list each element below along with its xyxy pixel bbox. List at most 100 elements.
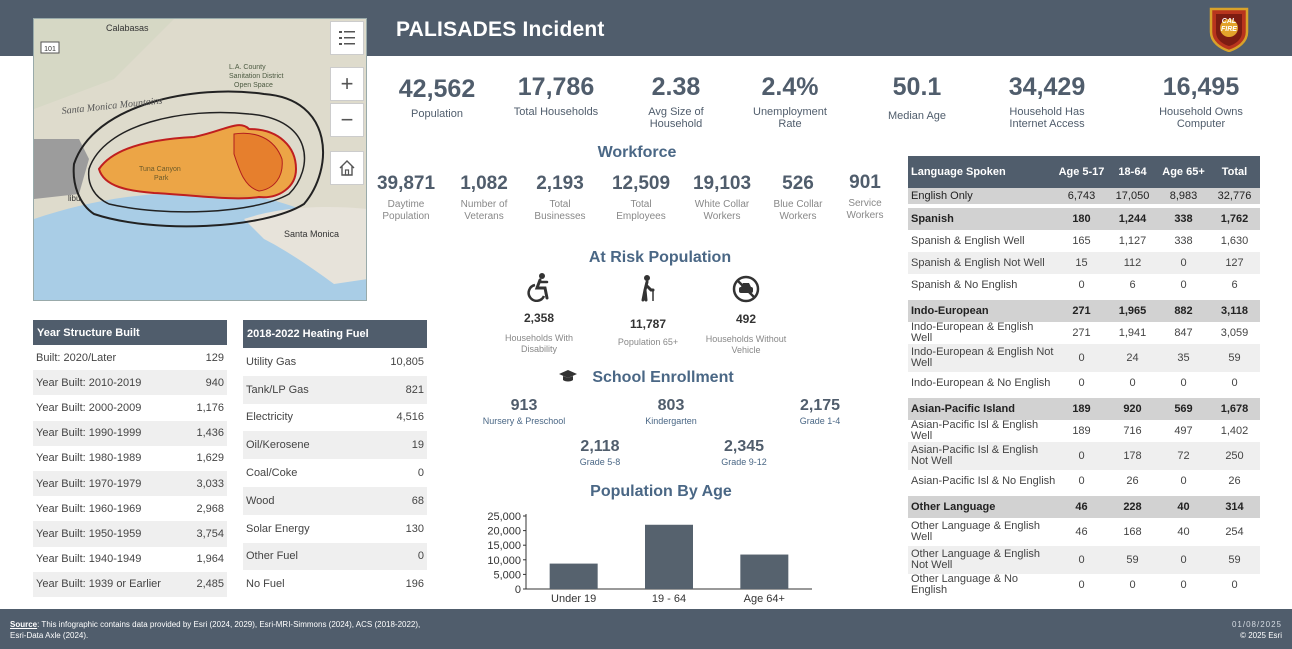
language-value: 1,965 bbox=[1118, 305, 1147, 317]
language-value: 59 bbox=[1228, 554, 1241, 566]
bar-19-64 bbox=[645, 524, 693, 589]
language-value: 0 bbox=[1231, 377, 1238, 389]
language-value: 716 bbox=[1123, 425, 1142, 437]
row-label: Year Built: 2010-2019 bbox=[36, 376, 142, 389]
workforce-employees: 12,509 Total Employees bbox=[611, 173, 671, 222]
language-value: 189 bbox=[1072, 403, 1091, 415]
language-value: 1,630 bbox=[1220, 235, 1249, 247]
workforce-veterans: 1,082 Number of Veterans bbox=[460, 173, 508, 222]
language-value: 0 bbox=[1231, 579, 1238, 591]
language-value: 338 bbox=[1174, 213, 1193, 225]
row-label: Utility Gas bbox=[246, 355, 297, 368]
language-value: 882 bbox=[1174, 305, 1193, 317]
heating-fuel-row: Oil/Kerosene 19 bbox=[243, 431, 427, 460]
row-label: Year Built: 1980-1989 bbox=[36, 452, 142, 465]
year-built-row: Year Built: 1970-1979 3,033 bbox=[33, 470, 227, 497]
zoom-in-button[interactable]: + bbox=[330, 67, 364, 101]
language-value: 35 bbox=[1177, 352, 1190, 364]
language-value: 0 bbox=[1129, 579, 1136, 591]
svg-text:Sanitation District: Sanitation District bbox=[229, 73, 284, 80]
language-label: Other Language & English Well bbox=[911, 520, 1041, 543]
language-group-row: Indo-European 271 1,965 882 3,118 bbox=[908, 300, 1260, 322]
language-label: Other Language & No English bbox=[911, 573, 1019, 596]
home-button[interactable] bbox=[330, 151, 364, 185]
risk-no-vehicle: 492 Households Without Vehicle bbox=[696, 275, 796, 356]
language-label: Other Language bbox=[911, 500, 996, 513]
language-row: Indo-European & No English 0 0 0 0 bbox=[908, 372, 1260, 394]
row-label: Wood bbox=[246, 494, 275, 507]
language-value: 0 bbox=[1078, 279, 1085, 291]
language-row: Asian-Pacific Isl & English Not Well 0 178… bbox=[908, 442, 1260, 470]
svg-text:Open Space: Open Space bbox=[234, 82, 273, 89]
y-tick-label: 5,000 bbox=[493, 569, 521, 581]
year-built-row: Year Built: 2000-2009 1,176 bbox=[33, 395, 227, 420]
row-value: 19 bbox=[411, 439, 424, 452]
y-tick-label: 15,000 bbox=[487, 540, 521, 552]
language-value: 3,059 bbox=[1220, 327, 1249, 339]
row-label: Year Built: 1990-1999 bbox=[36, 427, 142, 440]
language-value: 0 bbox=[1078, 352, 1085, 364]
stat-internet-access: 34,429 Household Has Internet Access bbox=[1008, 73, 1086, 130]
language-label: Asian-Pacific Isl & English Well bbox=[911, 419, 1039, 442]
language-label: Asian-Pacific Isl & English Not Well bbox=[911, 444, 1039, 467]
language-row: Spanish & English Not Well 15 112 0 127 bbox=[908, 252, 1260, 274]
row-value: 940 bbox=[205, 376, 224, 389]
cal-fire-logo: CAL FIRE bbox=[1209, 7, 1249, 52]
year-built-header: Year Structure Built bbox=[33, 320, 227, 345]
row-label: No Fuel bbox=[246, 578, 285, 591]
row-value: 0 bbox=[417, 467, 424, 480]
svg-text:101: 101 bbox=[44, 46, 56, 53]
row-value: 68 bbox=[411, 494, 424, 507]
legend-list-button[interactable] bbox=[330, 21, 364, 55]
language-value: 8,983 bbox=[1169, 190, 1198, 202]
language-value: 3,118 bbox=[1221, 305, 1248, 317]
language-label: Spanish & English Well bbox=[911, 234, 1025, 247]
language-value: 0 bbox=[1180, 377, 1187, 389]
row-label: Electricity bbox=[246, 411, 294, 424]
chart-title: Population By Age bbox=[590, 483, 732, 500]
language-value: 59 bbox=[1228, 352, 1241, 364]
page-title: PALISADES Incident bbox=[396, 18, 605, 41]
language-value: 847 bbox=[1174, 327, 1193, 339]
at-risk-title: At Risk Population bbox=[588, 249, 732, 266]
language-value: 497 bbox=[1174, 425, 1193, 437]
language-label: Indo-European bbox=[911, 304, 989, 317]
svg-text:libu: libu bbox=[68, 194, 80, 203]
language-label: Other Language & English Not Well bbox=[911, 548, 1041, 571]
language-table-header: Language Spoken Age 5-17 18-64 Age 65+ T… bbox=[908, 156, 1260, 188]
y-tick-label: 10,000 bbox=[487, 555, 521, 567]
risk-population-65: 11,787 Population 65+ bbox=[606, 274, 690, 348]
language-value: 178 bbox=[1123, 450, 1142, 462]
x-tick-label: Age 64+ bbox=[744, 593, 785, 605]
language-value: 254 bbox=[1225, 526, 1244, 538]
footer-date: 01/08/2025 bbox=[1231, 620, 1282, 629]
zoom-out-button[interactable]: − bbox=[330, 103, 364, 137]
elderly-icon bbox=[641, 275, 655, 302]
language-value: 0 bbox=[1129, 377, 1136, 389]
year-built-row: Year Built: 1980-1989 1,629 bbox=[33, 446, 227, 471]
language-value: 0 bbox=[1180, 475, 1187, 487]
language-label: Asian-Pacific Isl & No English bbox=[911, 474, 1056, 487]
row-label: Tank/LP Gas bbox=[246, 383, 309, 396]
enrollment-grade-9-12: 2,345 Grade 9-12 bbox=[721, 438, 767, 467]
heating-fuel-row: Tank/LP Gas 821 bbox=[243, 375, 427, 404]
language-value: 1,127 bbox=[1118, 235, 1147, 247]
svg-text:Tuna Canyon: Tuna Canyon bbox=[139, 166, 181, 173]
language-value: 168 bbox=[1123, 526, 1142, 538]
svg-text:FIRE: FIRE bbox=[1221, 26, 1237, 33]
row-label: Built: 2020/Later bbox=[36, 351, 117, 364]
language-row: English Only 6,743 17,050 8,983 32,776 bbox=[908, 188, 1260, 204]
workforce-service: 901 Service Workers bbox=[846, 172, 884, 221]
language-value: 250 bbox=[1225, 450, 1244, 462]
year-built-row: Year Built: 1950-1959 3,754 bbox=[33, 521, 227, 547]
incident-map[interactable]: Calabasas L.A. County Sanitation Distric… bbox=[33, 18, 367, 301]
language-value: 271 bbox=[1072, 305, 1091, 317]
wheelchair-icon bbox=[527, 273, 549, 303]
list-icon bbox=[339, 31, 355, 45]
language-value: 24 bbox=[1126, 352, 1139, 364]
language-value: 920 bbox=[1123, 403, 1142, 415]
row-label: Oil/Kerosene bbox=[246, 439, 310, 452]
stat-avg-household-size: 2.38 Avg Size of Household bbox=[648, 73, 704, 130]
language-row: Spanish & English Well 165 1,127 338 1,630 bbox=[908, 230, 1260, 252]
language-value: 0 bbox=[1078, 554, 1085, 566]
